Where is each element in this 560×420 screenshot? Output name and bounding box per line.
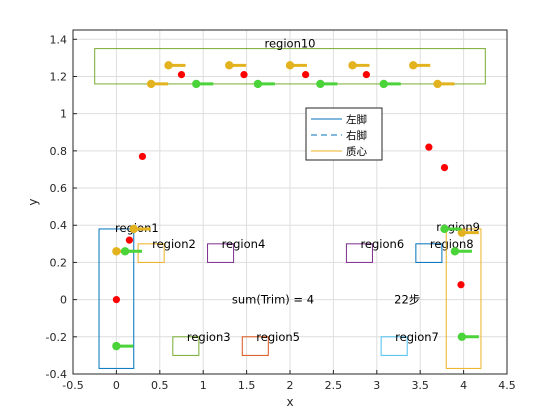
foot-marker [450,247,460,256]
region-box [172,336,200,356]
grid-lines [72,30,508,375]
red-point [138,152,147,161]
regions-layer: region1region2region3region4region5regio… [94,37,486,369]
axes-layer: -0.5 0 0.5 1 1.5 2 2.5 3 3.5 4 4.5 -0.4 -0.2 0 0.2 0.4 0… [26,29,516,409]
foot-marker [253,79,263,89]
y-tick-label: 0.2 [50,256,68,269]
region-box [98,228,135,369]
axes-box [72,29,508,375]
foot-marker [192,79,201,89]
region-label: region6 [360,237,404,251]
foot-marker [440,224,449,234]
legend-label: 右脚 [346,129,367,142]
legend-box [305,107,383,161]
centroid-marker [457,228,467,237]
centroid-marker [164,61,173,70]
red-point [302,71,310,79]
red-point [362,71,370,79]
foot-marker [316,79,325,89]
y-tick-label: 1.4 [50,33,68,46]
x-tick-label: 2 [287,379,294,392]
y-tick-label: 0 [60,294,67,307]
legend-label: 质心 [346,146,367,158]
y-tick-label: 0.8 [50,145,68,158]
centroid-marker [225,61,234,70]
region-box [380,336,408,356]
centroid-marker [112,247,121,256]
y-tick-label: -0.2 [46,331,67,344]
region-box [345,243,373,263]
red-point [177,71,186,79]
x-tick-label: 1.5 [238,379,256,392]
foot-marker [112,341,121,351]
x-tick-label: 4 [460,379,467,392]
x-tick-label: 4.5 [498,379,516,392]
region-box [415,243,443,263]
region-label: region4 [222,237,266,251]
centroid-marker [146,79,156,89]
foot-marker [379,79,388,89]
y-tick-label: 1 [60,108,67,121]
red-point [425,143,433,151]
centroid-marker [129,224,138,234]
y-tick-label: -0.4 [46,368,67,381]
region-box [137,243,165,263]
centroid-marker [348,61,357,70]
text-annotation: 22步 [394,293,420,307]
text-annotation: sum(Trim) = 4 [232,293,314,307]
x-tick-label: 1 [200,379,207,392]
foot-marker [120,247,130,256]
region-box [241,336,269,356]
region-label: region5 [256,330,300,344]
markers-layer [112,61,479,351]
region-box [94,48,486,85]
x-tick-label: 3.5 [411,379,429,392]
red-point [125,236,134,244]
red-point [440,164,449,172]
region-label: region7 [395,330,439,344]
region-label: region8 [430,237,474,251]
red-point [112,296,120,304]
x-tick-label: 2.5 [325,379,343,392]
centroid-marker [409,61,418,70]
centroid-marker [285,61,295,70]
x-axis-label: x [286,395,293,409]
red-point [240,71,248,79]
region-box [207,243,235,263]
y-axis-label: y [26,198,40,205]
region-label: region3 [187,330,231,344]
legend-label: 左脚 [346,113,367,126]
region-label: region2 [152,237,196,251]
foot-marker [457,332,467,342]
region-label: region10 [264,37,315,51]
centroid-marker [433,79,442,89]
y-tick-label: 0.4 [50,219,68,232]
red-point [457,281,465,289]
x-tick-label: 0.5 [151,379,169,392]
x-tick-label: -0.5 [62,379,83,392]
y-tick-label: 0.6 [50,182,68,195]
x-tick-label: 0 [113,379,120,392]
y-tick-label: 1.2 [50,70,68,83]
x-tick-label: 3 [373,379,380,392]
